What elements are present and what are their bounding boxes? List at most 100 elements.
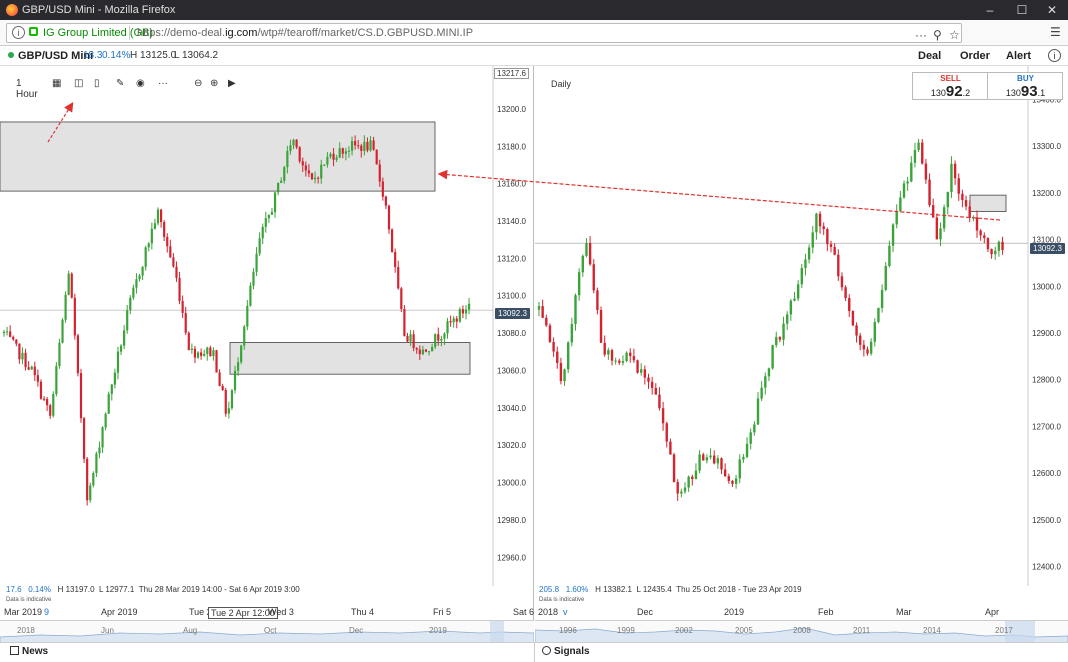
star-icon[interactable]: ☆ [949,28,960,42]
timeframe-label[interactable]: Daily [551,79,572,89]
candle-body [317,177,320,179]
instrument-name: GBP/USD Mini [18,50,94,62]
candle-body [833,246,836,255]
market-open-dot [8,52,14,58]
candle-body [218,372,221,386]
help-icon[interactable]: i [1048,49,1061,62]
candle-body [994,250,997,255]
date-label: v [563,607,568,617]
timeframe-selector[interactable]: 1 Hour [16,78,38,100]
news-tab[interactable]: News [10,646,48,657]
site-identity[interactable]: IG Group Limited (GB) [43,27,154,39]
current-price-tag: 13092.3 [495,308,530,319]
candle-body [452,318,455,323]
hourly-navigator[interactable]: 2018 Jun Aug Oct Dec 2019 [0,620,534,643]
alert-button[interactable]: Alert [1006,50,1032,62]
candle-body [596,290,599,310]
candle-body [793,298,796,301]
y-tick-label: 13100.0 [1032,236,1061,245]
order-button[interactable]: Order [960,50,990,62]
candle-body [375,149,378,165]
candle-body [953,163,957,179]
candle-body [113,372,116,385]
candle-body [884,265,887,290]
candle-body [227,408,230,414]
buy-button[interactable]: BUY 13093.1 [988,73,1063,100]
zoom-out-icon[interactable]: ⊖ [194,78,203,89]
maximize-button[interactable]: ☐ [1016,3,1028,17]
signals-icon [542,646,551,655]
close-button[interactable]: ✕ [1046,3,1058,17]
candle-body [98,447,101,454]
candle-body [21,352,24,360]
candle-body [440,338,443,341]
candle-body [264,218,267,227]
candle-body [347,150,351,152]
indicators-icon[interactable]: ▯ [94,78,100,89]
daily-navigator[interactable]: 1996 1999 2002 2005 2008 2011 2014 2017 [535,620,1068,643]
candle-body [329,153,332,157]
candle-body [950,163,953,192]
candle-body [39,381,43,399]
candle-body [760,387,763,399]
candle-body [107,393,110,414]
bottom-bar: News Signals [0,642,1068,662]
candle-body [76,335,80,374]
chart-type-icon[interactable]: ▦ [52,78,62,89]
daily-chart-panel[interactable]: Daily 13400.013300.013200.013100.013000.… [535,66,1068,620]
candle-body [338,148,341,158]
candle-body [990,249,993,255]
date-label: 2019 [724,607,745,617]
candle-body [588,243,592,265]
candle-body [181,301,184,313]
candle-body [357,145,360,147]
candle-body [286,151,289,168]
candle-body [153,223,157,229]
candle-body [335,157,338,160]
current-price-tag: 13092.3 [1030,243,1065,254]
y-tick-label: 12400.0 [1032,563,1061,572]
candle-body [159,209,163,223]
y-tick-label: 12500.0 [1032,516,1061,525]
candle-body [203,354,206,356]
sell-button[interactable]: SELL 13092.2 [913,73,988,100]
dots-icon[interactable]: ··· [915,28,927,42]
split-view-icon[interactable]: ◫ [74,78,84,89]
pocket-icon[interactable]: ⚲ [933,28,942,42]
candle-body [255,253,258,272]
deal-button[interactable]: Deal [918,50,942,62]
menu-icon[interactable]: ☰ [1050,25,1061,39]
candle-body [658,394,661,409]
candle-body [116,351,120,373]
candle-body [910,162,913,182]
signals-tab[interactable]: Signals [542,646,590,657]
candle-body [424,349,428,352]
candle-body [406,335,409,342]
url-text[interactable]: https://demo-deal.ig.com/wtp#/tearoff/ma… [137,27,474,39]
play-icon[interactable]: ▶ [228,78,236,89]
candle-body [964,200,968,207]
hourly-chart-panel[interactable]: 1 Hour ▦ ◫ ▯ ✎ ◉ ··· ⊖ ⊕ ▶ 13200.0 13180.… [0,66,534,620]
candle-body [632,356,636,361]
window-titlebar: GBP/USD Mini - Mozilla Firefox – ☐ ✕ [0,0,1068,20]
minimize-button[interactable]: – [986,3,994,17]
candle-body [64,294,67,320]
candle-body [104,413,107,428]
info-icon[interactable]: i [12,26,25,39]
draw-icon[interactable]: ✎ [116,78,125,89]
lock-icon[interactable] [29,27,38,36]
news-icon [10,646,19,655]
candle-body [647,377,650,382]
zoom-in-icon[interactable]: ⊕ [210,78,219,89]
hourly-candle-chart[interactable]: 13200.0 13180.0 13160.0 13140.0 13120.0 13100… [0,66,534,586]
eye-icon[interactable]: ◉ [136,78,145,89]
candle-body [283,167,286,181]
candle-body [972,217,975,219]
daily-candle-chart[interactable]: 13400.013300.013200.013100.013000.012900… [535,66,1068,586]
address-field[interactable]: i IG Group Limited (GB) https://demo-dea… [6,23,962,43]
date-label: 2018 [538,607,559,617]
date-label: Apr [985,607,1000,617]
candle-body [869,341,873,354]
candle-body [270,212,274,215]
more-icon[interactable]: ··· [158,78,168,89]
